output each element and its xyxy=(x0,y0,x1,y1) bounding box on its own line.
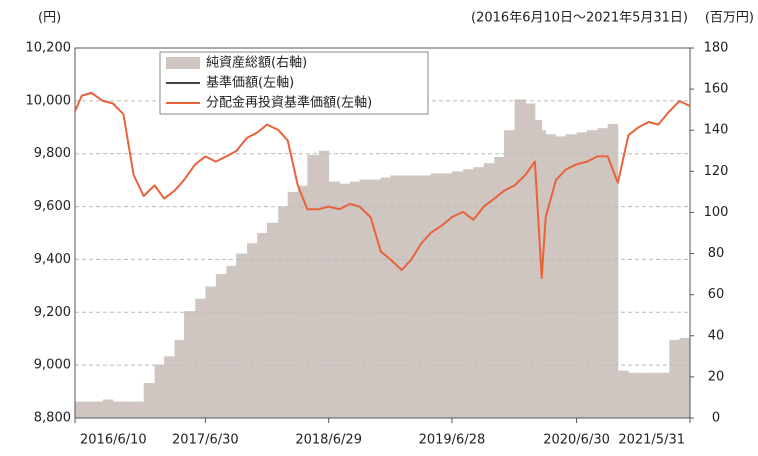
bar xyxy=(628,372,639,418)
bar xyxy=(236,253,248,418)
bar xyxy=(473,167,485,418)
bar xyxy=(390,175,403,418)
y-tick-label: 10,200 xyxy=(26,41,72,56)
y-tick-label: 9,200 xyxy=(34,305,71,320)
y2-tick-label: 0 xyxy=(712,411,720,426)
bar xyxy=(328,181,340,418)
y2-axis-label: (百万円) xyxy=(705,11,754,26)
bar xyxy=(597,128,609,418)
y2-tick-label: 160 xyxy=(704,82,729,97)
bar xyxy=(215,274,227,418)
bar xyxy=(565,134,577,419)
bar xyxy=(545,134,557,419)
bar xyxy=(401,175,412,418)
bar xyxy=(143,383,155,418)
bar xyxy=(164,356,175,418)
bar xyxy=(638,372,650,418)
bar xyxy=(525,103,536,418)
legend-label: 基準価額(左軸) xyxy=(206,75,294,91)
y-tick-label: 9,600 xyxy=(34,199,71,214)
bar xyxy=(607,124,619,419)
bar xyxy=(247,243,258,418)
bar xyxy=(411,175,422,418)
bar xyxy=(370,179,382,418)
y2-tick-label: 20 xyxy=(708,369,725,384)
bar xyxy=(81,401,92,418)
bar xyxy=(112,401,124,418)
bar xyxy=(687,337,691,418)
y-tick-label: 9,000 xyxy=(34,358,71,373)
bar xyxy=(463,169,474,418)
legend-label: 純資産総額(右軸) xyxy=(206,55,307,71)
legend-box xyxy=(159,51,429,115)
legend-swatch xyxy=(166,57,200,69)
plot-frame xyxy=(74,47,691,419)
legend-label: 分配金再投資基準価額(左軸) xyxy=(206,95,372,111)
y2-tick-label: 140 xyxy=(704,123,729,138)
bar xyxy=(483,163,495,418)
y-tick-label: 10,000 xyxy=(26,93,72,108)
y-tick-label: 8,800 xyxy=(34,411,71,426)
bar xyxy=(430,173,443,418)
bar xyxy=(617,370,629,418)
bar xyxy=(174,339,185,418)
bar xyxy=(576,132,588,418)
bar xyxy=(587,130,598,418)
bar xyxy=(267,222,279,418)
y2-tick-label: 120 xyxy=(704,164,729,179)
line xyxy=(74,91,691,279)
bar xyxy=(91,401,104,418)
x-tick-label: 2017/6/30 xyxy=(172,433,239,448)
bar xyxy=(541,130,547,418)
y-tick-label: 9,400 xyxy=(34,252,71,267)
bar xyxy=(205,286,217,418)
bar xyxy=(318,150,330,418)
bar xyxy=(297,185,308,418)
bar xyxy=(102,399,114,418)
bar xyxy=(669,339,680,418)
bar xyxy=(514,99,526,418)
y2-tick-label: 180 xyxy=(704,41,729,56)
bar xyxy=(359,179,372,418)
bar xyxy=(380,177,391,418)
bar xyxy=(451,171,464,418)
bar xyxy=(648,372,659,418)
x-tick-label: 2021/5/31 xyxy=(618,433,685,448)
y2-tick-label: 100 xyxy=(704,205,729,220)
y2-tick-label: 60 xyxy=(708,287,725,302)
y2-tick-label: 80 xyxy=(708,246,725,261)
y2-tick-label: 40 xyxy=(708,328,725,343)
bars xyxy=(75,99,691,419)
bar xyxy=(339,183,351,418)
x-tick-label: 2020/6/30 xyxy=(543,433,610,448)
bar xyxy=(658,372,670,418)
bar xyxy=(349,181,360,418)
bar xyxy=(504,130,515,418)
bar xyxy=(307,154,320,418)
x-tick-label: 2018/6/29 xyxy=(295,433,362,448)
bar xyxy=(184,311,196,418)
bar xyxy=(257,233,268,418)
bar xyxy=(442,173,453,418)
x-tick-label: 2019/6/28 xyxy=(419,433,486,448)
bar xyxy=(75,401,83,418)
x-tick-label: 2016/6/10 xyxy=(80,433,147,448)
bar xyxy=(494,156,505,418)
bar xyxy=(154,364,165,418)
bar xyxy=(534,119,543,418)
bar xyxy=(421,175,431,418)
y-tick-label: 9,800 xyxy=(34,146,71,161)
bar xyxy=(679,337,691,418)
grid xyxy=(75,100,690,366)
bar xyxy=(133,401,145,418)
bar xyxy=(226,265,237,418)
subtitle: (2016年6月10日～2021年5月31日) xyxy=(471,11,688,26)
bar xyxy=(123,401,134,418)
bar xyxy=(195,298,206,418)
bar xyxy=(278,206,289,418)
bar xyxy=(555,136,567,418)
bar xyxy=(287,191,299,418)
y-axis-label: (円) xyxy=(38,11,61,26)
